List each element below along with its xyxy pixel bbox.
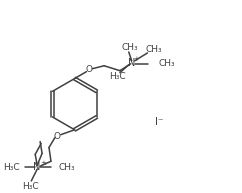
Text: +: + <box>134 56 140 62</box>
Text: CH₃: CH₃ <box>121 42 138 52</box>
Text: CH₃: CH₃ <box>158 59 175 68</box>
Text: ±: ± <box>40 160 46 166</box>
Text: H₃C: H₃C <box>3 163 19 172</box>
Text: H₃C: H₃C <box>109 72 125 81</box>
Text: CH₃: CH₃ <box>59 163 76 172</box>
Text: I⁻: I⁻ <box>155 117 164 127</box>
Text: N: N <box>128 58 136 68</box>
Text: O: O <box>86 65 93 74</box>
Text: CH₃: CH₃ <box>145 45 162 53</box>
Text: N: N <box>33 162 41 172</box>
Text: H₃C: H₃C <box>22 182 39 191</box>
Text: O: O <box>53 132 60 141</box>
